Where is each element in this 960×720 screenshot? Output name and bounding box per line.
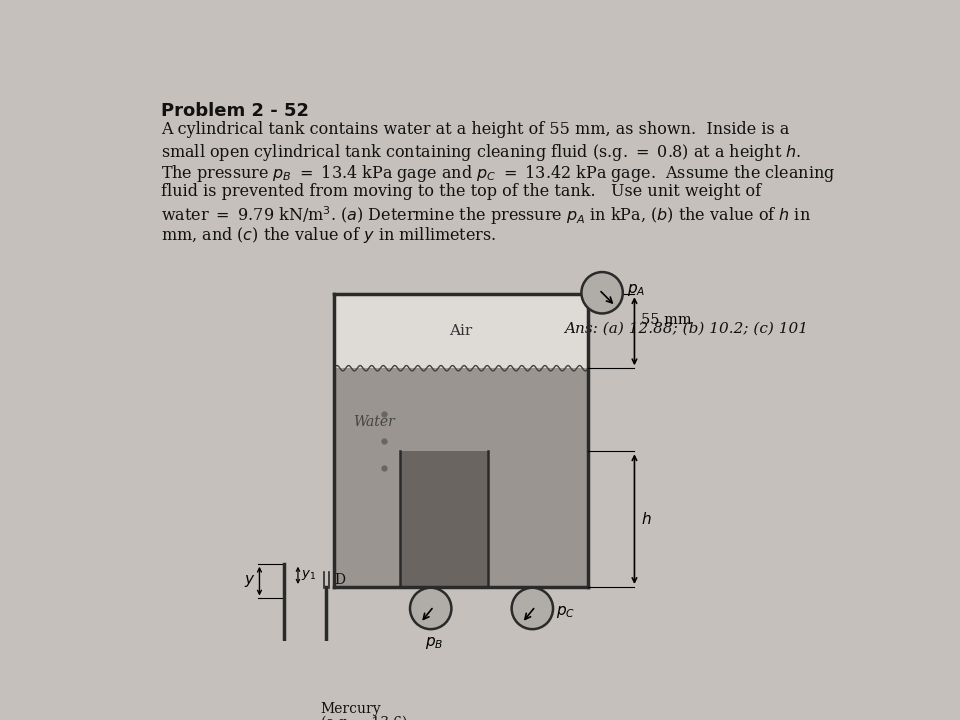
Text: The pressure $p_B$ $=$ 13.4 kPa gage and $p_C$ $=$ 13.42 kPa gage.  Assume the c: The pressure $p_B$ $=$ 13.4 kPa gage and… — [161, 163, 835, 184]
Circle shape — [582, 272, 623, 313]
Text: (s.g. = 13.6): (s.g. = 13.6) — [321, 716, 407, 720]
Text: $h$: $h$ — [640, 511, 651, 527]
Text: $p_A$: $p_A$ — [628, 282, 646, 297]
Polygon shape — [284, 644, 326, 693]
Text: small open cylindrical tank containing cleaning fluid (s.g. $=$ 0.8) at a height: small open cylindrical tank containing c… — [161, 142, 802, 163]
Circle shape — [410, 588, 451, 629]
Text: Problem 2 - 52: Problem 2 - 52 — [161, 102, 309, 120]
Text: Air: Air — [449, 324, 473, 338]
Text: A cylindrical tank contains water at a height of 55 mm, as shown.  Inside is a: A cylindrical tank contains water at a h… — [161, 121, 789, 138]
Text: D: D — [334, 573, 346, 587]
Bar — [399, 451, 488, 587]
Text: 55 mm: 55 mm — [640, 312, 691, 327]
Text: Ans: (a) 12.88; (b) 10.2; (c) 101: Ans: (a) 12.88; (b) 10.2; (c) 101 — [564, 321, 807, 336]
Circle shape — [512, 588, 553, 629]
Text: water $=$ 9.79 kN/m$^3$. ($a$) Determine the pressure $p_A$ in kPa, ($b$) the va: water $=$ 9.79 kN/m$^3$. ($a$) Determine… — [161, 204, 811, 227]
Bar — [334, 294, 588, 368]
Text: $y_1$: $y_1$ — [301, 568, 316, 582]
Text: fluid is prevented from moving to the top of the tank.   Use unit weight of: fluid is prevented from moving to the to… — [161, 184, 761, 200]
Text: mm, and ($c$) the value of $y$ in millimeters.: mm, and ($c$) the value of $y$ in millim… — [161, 225, 496, 245]
Text: $p_B$: $p_B$ — [425, 635, 444, 652]
Text: $y$: $y$ — [244, 573, 255, 589]
Text: $p_C$: $p_C$ — [556, 603, 575, 619]
Bar — [334, 368, 588, 587]
Text: Mercury: Mercury — [321, 702, 381, 716]
Text: Water: Water — [353, 415, 396, 429]
